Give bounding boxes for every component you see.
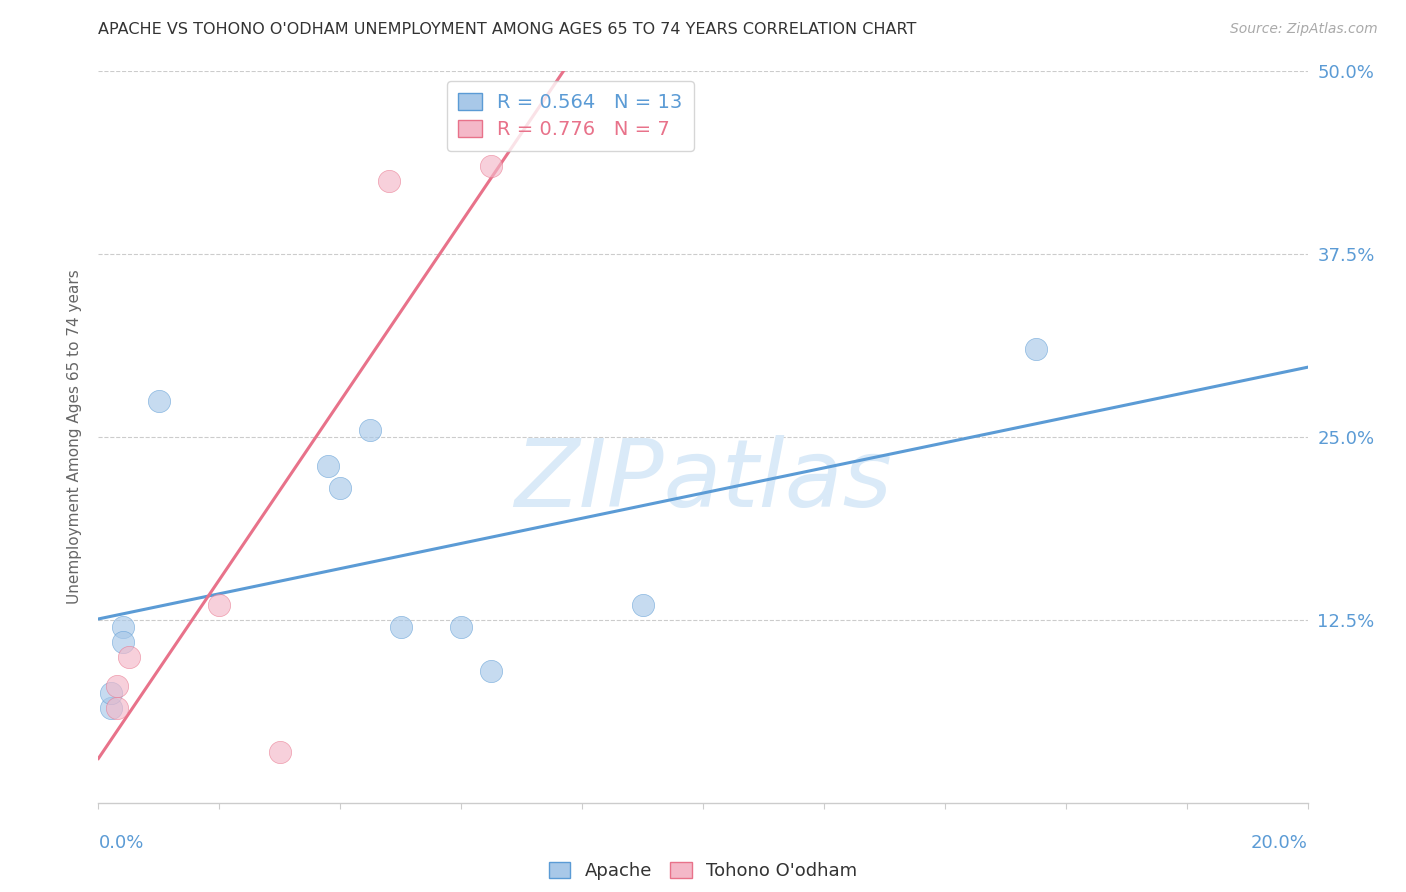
Legend: Apache, Tohono O'odham: Apache, Tohono O'odham bbox=[540, 853, 866, 888]
Text: Source: ZipAtlas.com: Source: ZipAtlas.com bbox=[1230, 22, 1378, 37]
Text: APACHE VS TOHONO O'ODHAM UNEMPLOYMENT AMONG AGES 65 TO 74 YEARS CORRELATION CHAR: APACHE VS TOHONO O'ODHAM UNEMPLOYMENT AM… bbox=[98, 22, 917, 37]
Y-axis label: Unemployment Among Ages 65 to 74 years: Unemployment Among Ages 65 to 74 years bbox=[66, 269, 82, 605]
Text: ZIPatlas: ZIPatlas bbox=[515, 435, 891, 526]
Text: 20.0%: 20.0% bbox=[1251, 834, 1308, 852]
Text: 0.0%: 0.0% bbox=[98, 834, 143, 852]
